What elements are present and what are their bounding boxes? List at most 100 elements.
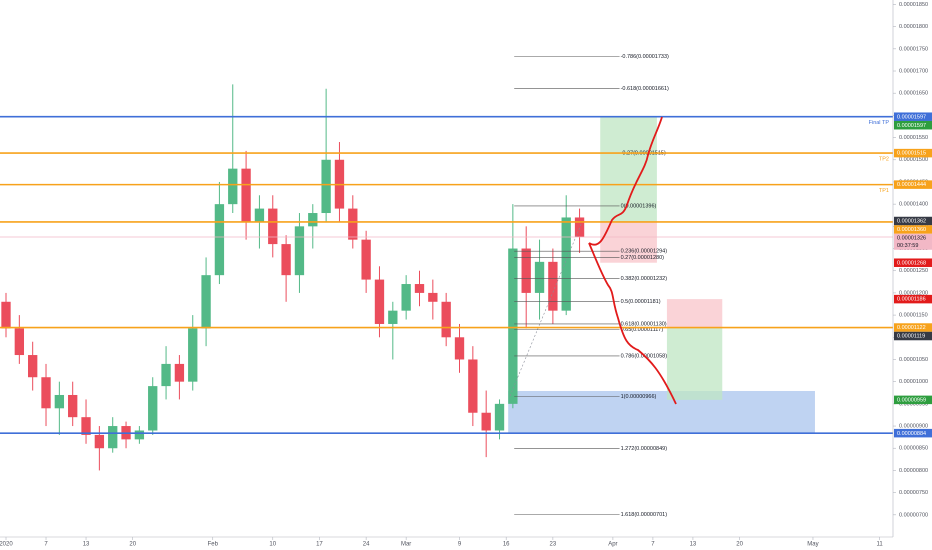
zone: [600, 116, 657, 222]
price-label-box: [894, 216, 932, 226]
y-tick-label: 0.00001650: [899, 91, 928, 97]
bull-path: [588, 116, 663, 246]
zone: [666, 327, 723, 400]
candle-body: [454, 337, 465, 360]
candle-body: [81, 417, 91, 435]
candle-body: [294, 226, 305, 276]
x-tick-label: Apr: [608, 542, 617, 548]
candle-body: [361, 239, 371, 280]
candles: [1, 84, 585, 471]
x-tick-label: 2020: [0, 542, 13, 548]
candle-body: [414, 284, 425, 293]
x-tick-label: Mar: [401, 542, 411, 548]
fib-label: -0.786(0.00001733): [621, 54, 669, 60]
x-tick-label: 24: [363, 542, 370, 548]
price-label: 0.00001360: [897, 227, 926, 233]
fib-label: 0.618(0.00001130): [621, 321, 667, 327]
price-label-box: [894, 428, 932, 438]
candle-body: [41, 377, 51, 409]
candle-body: [28, 355, 38, 378]
candle-body: [54, 394, 65, 409]
price-label-box: [894, 120, 932, 130]
x-tick-label: 7: [651, 542, 655, 548]
candle-body: [321, 159, 331, 214]
fib-label: 0.236(0.00001294): [621, 249, 668, 255]
price-label: 0.00001119: [897, 334, 925, 340]
price-label: 0.00001515: [897, 151, 926, 157]
candle-body: [148, 386, 158, 431]
level-label: TP2: [879, 157, 889, 163]
candle-body: [94, 434, 105, 449]
fib-label: 1.272(0.00000849): [621, 446, 668, 452]
x-tick-label: 10: [269, 542, 276, 548]
candle-body: [308, 213, 318, 227]
y-tick-label: 0.00001050: [899, 357, 928, 363]
fib-label: 0.382(0.00001232): [621, 276, 668, 282]
candle-body: [348, 208, 358, 240]
y-tick-label: 0.00000700: [899, 512, 928, 518]
candle-body: [548, 261, 558, 311]
candle-body: [481, 412, 491, 431]
candle-body: [68, 394, 78, 418]
candle-body: [241, 168, 251, 222]
candle-body: [374, 279, 385, 324]
y-tick-label: 0.00001150: [899, 313, 928, 319]
candle-body: [574, 217, 585, 237]
levels: Final TP TP2 TP1: [0, 115, 893, 434]
price-label-box: [894, 331, 932, 341]
candle-body: [494, 403, 505, 431]
price-label: 0.00001597: [897, 114, 926, 120]
price-label: 0.00001186: [897, 297, 926, 303]
y-tick-label: 0.00001200: [899, 290, 928, 296]
y-tick-label: 0.00001500: [899, 157, 928, 163]
y-tick-label: 0.00000750: [899, 490, 928, 496]
y-tick-label: 0.00000800: [899, 468, 928, 474]
price-label-box: [894, 180, 932, 189]
candle-body: [521, 248, 531, 293]
price-label-box: [894, 395, 932, 405]
price-label-box: [894, 294, 932, 304]
fib-label: 0.65(0.00001117): [621, 327, 664, 333]
y-tick-label: 0.00001850: [899, 2, 928, 8]
fib-label: 0.27(0.00001280): [621, 255, 665, 261]
candle-body: [561, 217, 571, 311]
x-tick-label: 20: [736, 542, 743, 548]
candle-body: [441, 301, 451, 338]
level-label: Final TP: [869, 120, 890, 126]
y-tick-label: 0.00001750: [899, 46, 928, 52]
price-label-box: [894, 258, 932, 267]
candle-body: [108, 426, 118, 449]
x-tick-label: May: [807, 542, 818, 548]
price-label: 0.00001326: [897, 236, 926, 242]
candle-body: [134, 430, 145, 440]
y-tick-label: 0.00001250: [899, 268, 928, 274]
candle-body: [428, 292, 438, 302]
y-tick-label: 0.00000950: [899, 401, 928, 407]
y-tick-label: 0.00000900: [899, 424, 928, 430]
price-label: 0.00000884: [897, 431, 926, 437]
x-tick-label: Feb: [208, 542, 219, 548]
price-label: 0.00001122: [897, 325, 926, 331]
fib-label: 1(0.00000966): [621, 394, 657, 400]
x-tick-label: 16: [503, 542, 510, 548]
x-tick-label: 13: [83, 542, 90, 548]
candle-body: [1, 301, 11, 329]
candle-body: [214, 204, 225, 276]
x-tick-label: 9: [458, 542, 462, 548]
candle-body: [188, 328, 198, 382]
bear-path: [588, 242, 677, 405]
price-label: 0.00000959: [897, 397, 926, 403]
y-tick-label: 0.00000850: [899, 446, 928, 452]
zone: [666, 299, 723, 328]
level-label: TP1: [879, 188, 889, 194]
price-label: 0.00001268: [897, 260, 926, 266]
x-tick-label: 23: [550, 542, 557, 548]
price-label-box: [894, 112, 932, 121]
x-tick-label: 17: [316, 542, 323, 548]
fib-label: 0.5(0.00001181): [621, 299, 661, 305]
fib-label: 1.618(0.00000701): [621, 512, 668, 518]
x-tick-label: 11: [877, 542, 884, 548]
candle-body: [254, 208, 265, 222]
candle-body: [534, 261, 545, 293]
